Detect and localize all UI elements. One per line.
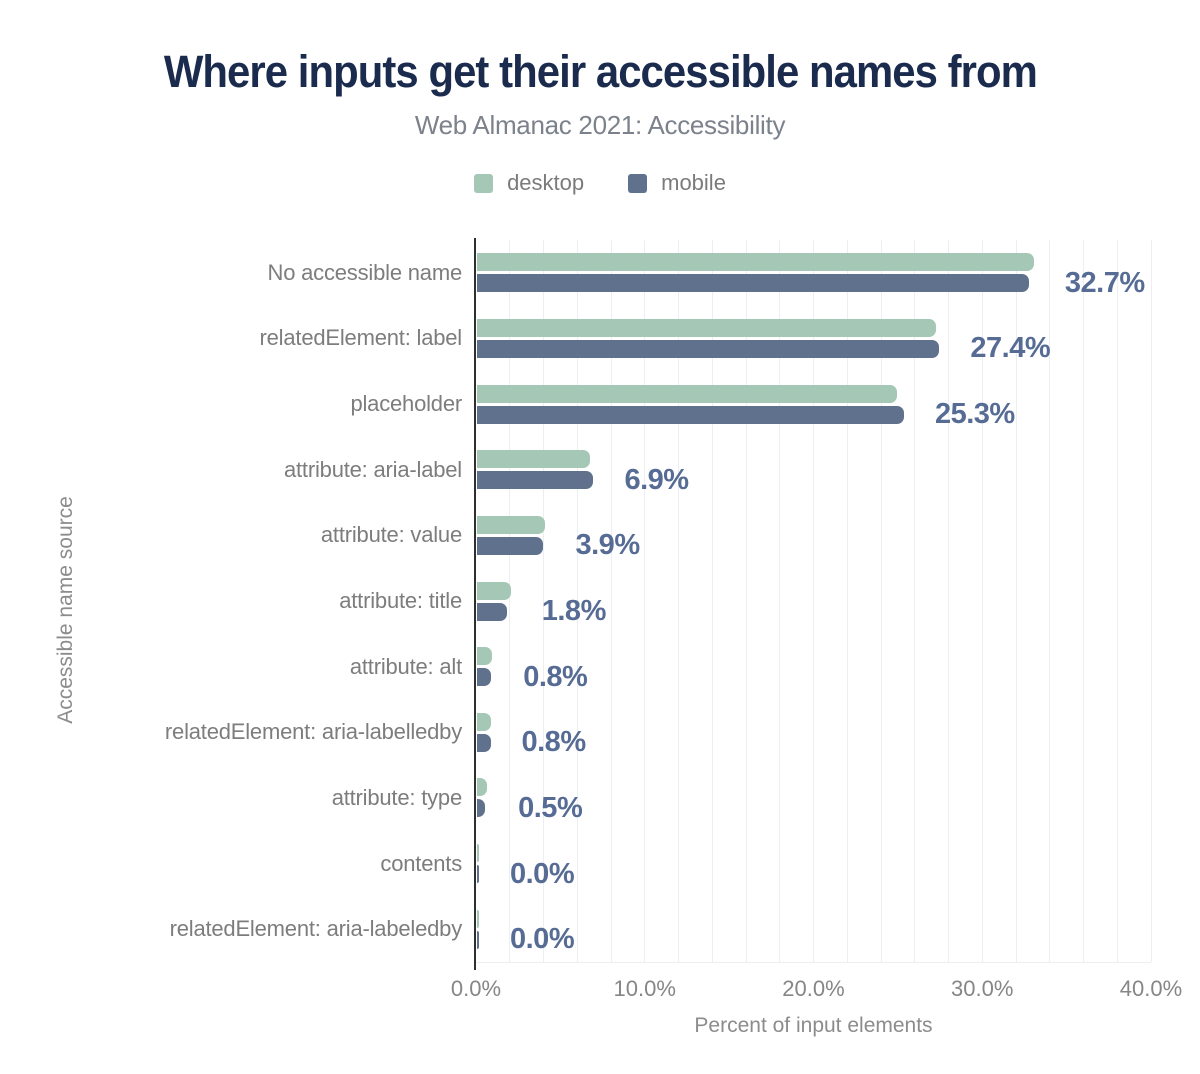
value-label: 6.9%	[624, 463, 689, 496]
mobile-swatch-icon	[628, 173, 648, 193]
x-tick-label: 40.0%	[1119, 976, 1183, 1001]
value-label: 0.5%	[518, 791, 583, 824]
value-label: 32.7%	[1064, 266, 1145, 299]
legend-item-mobile: mobile	[628, 170, 726, 196]
gridline	[1116, 240, 1118, 962]
gridline	[1049, 240, 1051, 962]
bar-desktop	[477, 778, 488, 797]
bar-mobile	[477, 930, 479, 949]
bar-desktop	[477, 253, 1034, 272]
x-axis-title: Percent of input elements	[694, 1014, 933, 1037]
gridline	[880, 240, 882, 962]
chart-subtitle: Web Almanac 2021: Accessibility	[414, 110, 786, 140]
bar-mobile	[477, 405, 904, 424]
bar-mobile	[477, 733, 491, 752]
bar-desktop	[477, 909, 479, 928]
gridline	[981, 240, 983, 962]
category-label: relatedElement: aria-labeledby	[169, 916, 463, 942]
category-label: attribute: value	[320, 522, 462, 548]
gridline	[678, 240, 679, 962]
plot-area: 32.7% 27.4% 25.3% 6.9% 3.9% 1.8% 0.8% 0.8% 0.5% 0…	[474, 238, 1152, 970]
gridline	[779, 240, 781, 962]
value-label: 27.4%	[970, 332, 1051, 365]
desktop-swatch-icon	[474, 173, 494, 193]
gridline	[1083, 240, 1084, 962]
bar-mobile	[477, 865, 479, 884]
value-label: 0.0%	[510, 857, 575, 890]
bar-desktop	[477, 844, 479, 863]
legend: desktop mobile	[0, 170, 1200, 196]
category-label: contents	[380, 850, 462, 876]
bar-mobile	[477, 274, 1029, 293]
y-axis-title: Accessible name source	[54, 496, 77, 724]
gridline	[543, 240, 544, 962]
category-label: placeholder	[350, 391, 462, 417]
x-tick-label: 30.0%	[951, 976, 1014, 1001]
value-label: 0.8%	[523, 660, 588, 693]
bar-mobile	[477, 471, 594, 490]
x-tick-label: 10.0%	[613, 976, 676, 1001]
category-label: attribute: type	[331, 784, 463, 810]
bar-desktop	[477, 581, 511, 600]
category-label: attribute: alt	[349, 653, 462, 679]
y-axis-line	[474, 238, 476, 970]
legend-label-mobile: mobile	[661, 170, 726, 195]
category-label: attribute: title	[339, 588, 462, 613]
gridline	[914, 240, 916, 962]
value-label: 3.9%	[575, 529, 641, 562]
bar-mobile	[477, 668, 491, 687]
bar-mobile	[477, 536, 543, 555]
gridline	[711, 240, 713, 962]
bar-desktop	[477, 712, 491, 731]
value-label: 1.8%	[541, 595, 607, 627]
gridline	[813, 240, 814, 962]
gridline	[610, 240, 612, 962]
category-label: relatedElement: aria-labelledby	[164, 719, 462, 745]
gridline	[745, 240, 747, 962]
bar-mobile	[477, 602, 508, 621]
bar-desktop	[477, 647, 493, 666]
gridline	[846, 240, 848, 962]
x-tick-label: 20.0%	[782, 976, 845, 1001]
bar-desktop	[477, 450, 591, 469]
bar-mobile	[477, 339, 940, 358]
chart-title: Where inputs get their accessible names …	[0, 46, 1200, 98]
gridline	[509, 240, 511, 962]
value-label: 25.3%	[934, 398, 1015, 431]
gridline	[1150, 240, 1152, 962]
value-label: 0.0%	[510, 923, 575, 956]
gridline	[948, 240, 949, 962]
category-label: No accessible name	[267, 259, 463, 285]
bar-desktop	[477, 515, 545, 534]
bar-mobile	[477, 799, 486, 818]
category-label: relatedElement: label	[259, 325, 463, 351]
gridline	[644, 240, 646, 962]
bar-desktop	[477, 384, 898, 403]
x-tick-label: 0.0%	[450, 976, 502, 1001]
legend-item-desktop: desktop	[474, 170, 584, 196]
value-label: 0.8%	[521, 726, 587, 759]
gridline	[576, 240, 578, 962]
bar-desktop	[477, 318, 936, 337]
chart-title-text: Where inputs get their accessible names …	[163, 46, 1037, 97]
gridline	[1015, 240, 1017, 962]
category-label: attribute: aria-label	[283, 456, 462, 482]
legend-label-desktop: desktop	[507, 170, 585, 195]
